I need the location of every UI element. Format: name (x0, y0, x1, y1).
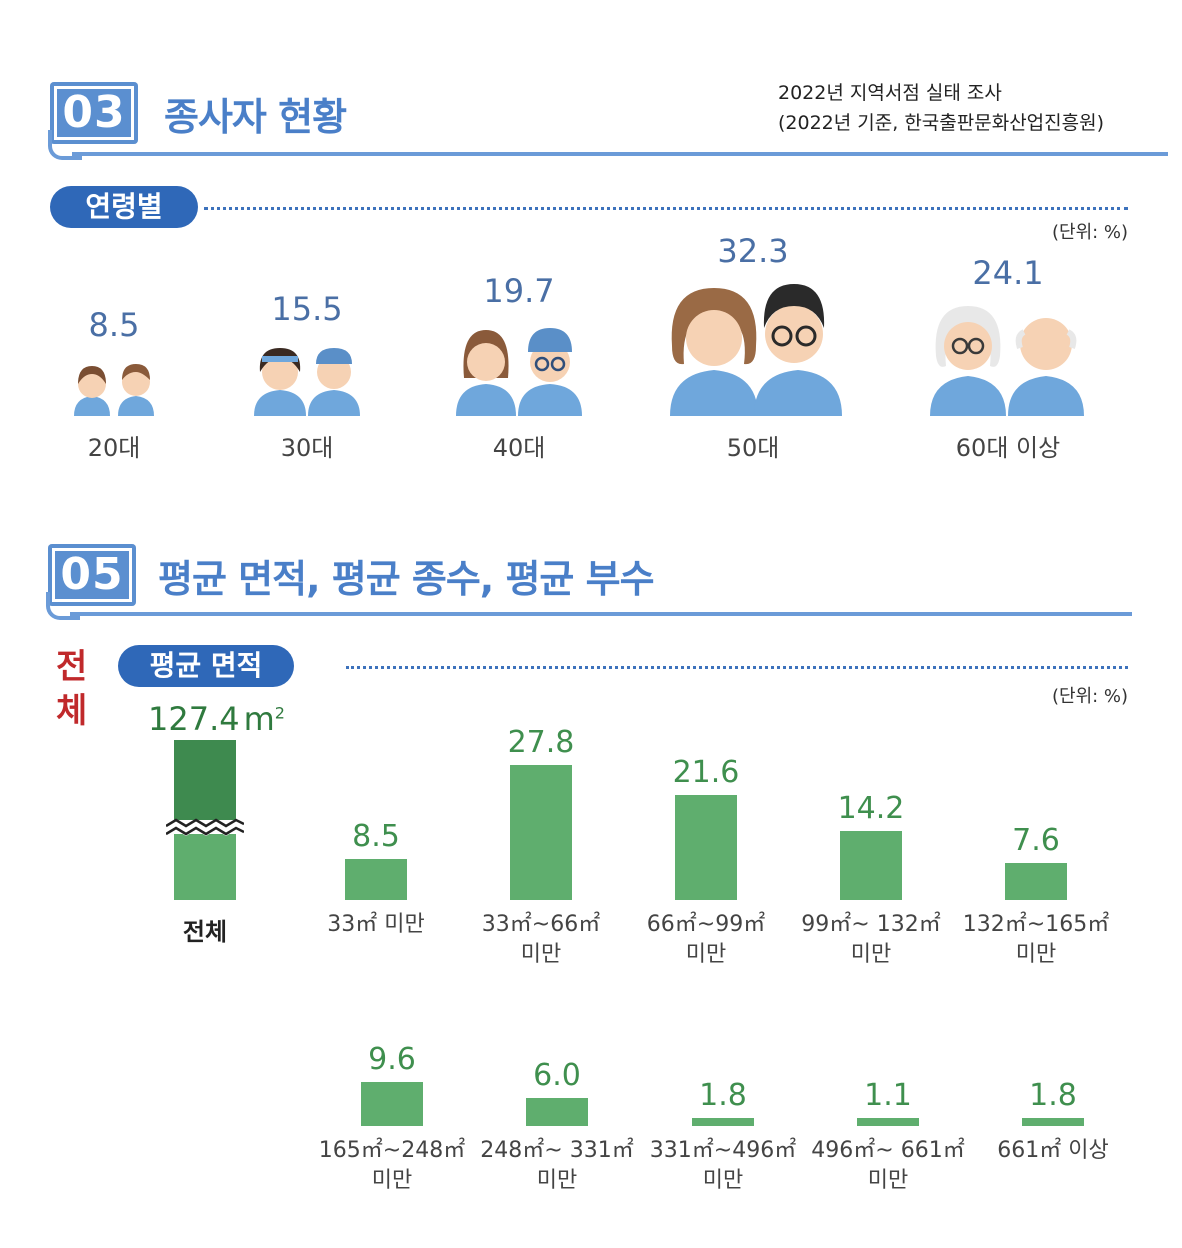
area-label-line2: 미만 (520, 942, 562, 967)
area-bar-r2-4 (1022, 1117, 1084, 1126)
age-value-40s: 19.7 (483, 272, 555, 310)
area-label-line2: 미만 (536, 1168, 578, 1193)
area-label-line2: 미만 (371, 1168, 413, 1193)
age-label-20s: 20대 (87, 434, 141, 462)
couple-40s-icon (456, 328, 582, 416)
area-label-r1-3: 99㎡~ 132㎡ 미만 (786, 910, 956, 970)
source-line-1: 2022년 지역서점 실태 조사 (778, 82, 1002, 104)
area-label-line2: 미만 (702, 1168, 744, 1193)
avg-area-pill: 평균 면적 (118, 645, 294, 687)
area-label-line2: 미만 (867, 1168, 909, 1193)
area-label-line1: 33㎡~66㎡ (481, 912, 601, 937)
area-label-line1: 496㎡~ 661㎡ (811, 1138, 965, 1163)
source-line-2: (2022년 기준, 한국출판문화산업진흥원) (778, 112, 1105, 134)
area-label-line2: 미만 (685, 942, 727, 967)
age-label-60s: 60대 이상 (955, 434, 1061, 462)
area-label-line1: 331㎡~496㎡ (649, 1138, 797, 1163)
area-bar-r1-0 (345, 858, 407, 900)
total-label: 전체 (182, 918, 228, 946)
area-bar-r1-2 (675, 795, 737, 900)
area-value-r2-1: 6.0 (533, 1058, 581, 1094)
area-label-r1-1: 33㎡~66㎡ 미만 (456, 910, 626, 970)
section-title-05: 평균 면적, 평균 종수, 평균 부수 (158, 557, 655, 601)
area-bar-r2-2 (692, 1117, 754, 1126)
area-bar-r2-3 (857, 1118, 919, 1126)
section-rule-05 (70, 612, 1132, 616)
area-value-r2-0: 9.6 (368, 1041, 416, 1077)
age-value-50s: 32.3 (717, 232, 789, 270)
section-number-05: 05 (48, 544, 136, 606)
dotted-divider-05 (346, 666, 1128, 669)
area-value-r1-1: 27.8 (507, 725, 575, 761)
area-value-r1-2: 21.6 (672, 755, 740, 791)
area-label-line1: 132㎡~165㎡ (962, 912, 1110, 937)
couple-20s-icon (74, 364, 154, 416)
section-rule-corner (48, 130, 82, 160)
section-rule-03 (72, 152, 1168, 156)
area-bar-r1-3 (840, 831, 902, 900)
area-label-line1: 248㎡~ 331㎡ (480, 1138, 634, 1163)
section-number-03: 03 (50, 82, 138, 144)
area-label-r2-1: 248㎡~ 331㎡ 미만 (472, 1136, 642, 1196)
age-label-50s: 50대 (726, 434, 780, 462)
age-value-30s: 15.5 (271, 290, 343, 328)
couple-30s-icon (254, 348, 360, 416)
age-value-60s: 24.1 (972, 254, 1044, 292)
area-bar-r2-0 (361, 1081, 423, 1126)
area-label-r1-4: 132㎡~165㎡ 미만 (951, 910, 1121, 970)
couple-50s-icon (670, 284, 842, 416)
area-label-line1: 661㎡ 이상 (997, 1138, 1109, 1163)
total-value: 127.4 m2 (148, 700, 285, 738)
section-title-03: 종사자 현황 (164, 95, 347, 139)
area-label-line1: 165㎡~248㎡ (318, 1138, 466, 1163)
area-label-line2: 미만 (850, 942, 892, 967)
area-value-r1-4: 7.6 (1012, 823, 1060, 859)
age-pill: 연령별 (50, 186, 198, 228)
area-label-r2-0: 165㎡~248㎡ 미만 (307, 1136, 477, 1196)
area-value-r2-2: 1.8 (699, 1077, 747, 1113)
age-label-30s: 30대 (280, 434, 334, 462)
area-label-line1: 99㎡~ 132㎡ (801, 912, 941, 937)
total-bar-top (174, 740, 236, 820)
area-label-r2-2: 331㎡~496㎡ 미만 (638, 1136, 808, 1196)
area-label-line1: 66㎡~99㎡ (646, 912, 766, 937)
area-value-r2-4: 1.8 (1029, 1077, 1077, 1113)
area-bar-r1-1 (510, 765, 572, 900)
side-label-bottom: 체 (56, 691, 88, 731)
area-value-r1-3: 14.2 (837, 791, 905, 827)
area-label-r1-0: 33㎡ 미만 (291, 910, 461, 940)
area-label-line1: 33㎡ 미만 (327, 912, 425, 937)
axis-break-icon (166, 818, 244, 836)
total-bar-bottom (174, 834, 236, 900)
side-label-top: 전 (56, 647, 88, 687)
age-label-40s: 40대 (492, 434, 546, 462)
area-value-r2-3: 1.1 (864, 1078, 912, 1113)
area-label-r1-2: 66㎡~99㎡ 미만 (621, 910, 791, 970)
couple-60s-icon (930, 306, 1084, 416)
area-label-line2: 미만 (1015, 942, 1057, 967)
area-bar-r1-4 (1005, 863, 1067, 900)
age-value-20s: 8.5 (88, 306, 140, 344)
area-label-r2-4: 661㎡ 이상 (968, 1136, 1138, 1166)
unit-label-area: (단위: %) (1052, 686, 1129, 707)
area-bar-r2-1 (526, 1098, 588, 1126)
dotted-divider (204, 207, 1128, 210)
area-value-r1-0: 8.5 (352, 818, 400, 854)
area-label-r2-3: 496㎡~ 661㎡ 미만 (803, 1136, 973, 1196)
unit-label-age: (단위: %) (1052, 222, 1129, 243)
section-rule-corner-05 (46, 592, 80, 620)
